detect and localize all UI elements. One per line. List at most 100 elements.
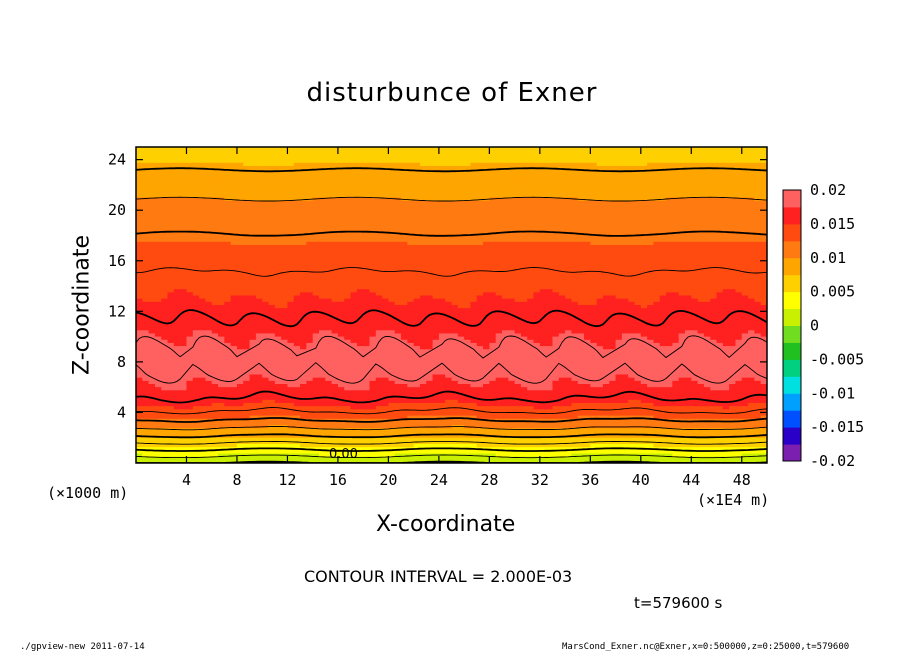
heatmap-cell: [584, 254, 591, 259]
heatmap-cell: [489, 286, 497, 290]
heatmap-cell: [388, 273, 396, 278]
heatmap-cell: [533, 273, 541, 278]
heatmap-cell: [300, 254, 307, 259]
heatmap-cell: [318, 203, 326, 208]
heatmap-cell: [186, 153, 194, 158]
heatmap-cell: [375, 188, 383, 192]
heatmap-cell: [722, 197, 730, 202]
heatmap-cell: [161, 188, 169, 192]
heatmap-cell: [394, 191, 402, 195]
heatmap-cell: [470, 251, 478, 256]
heatmap-cell: [148, 292, 156, 297]
heatmap-cell: [224, 172, 232, 177]
heatmap-cell: [722, 203, 730, 208]
heatmap-cell: [691, 184, 699, 189]
heatmap-cell: [602, 150, 610, 154]
heatmap-cell: [495, 153, 503, 158]
heatmap-cell: [527, 267, 535, 271]
heatmap-cell: [154, 219, 162, 224]
heatmap-cell: [476, 282, 484, 287]
heatmap-cell: [501, 248, 509, 252]
heatmap-cell: [451, 181, 459, 186]
heatmap-cell: [602, 254, 610, 259]
heatmap-cell: [634, 279, 642, 284]
heatmap-cell: [167, 286, 175, 290]
heatmap-cell: [369, 267, 377, 271]
heatmap-cell: [331, 260, 339, 265]
heatmap-cell: [350, 273, 358, 278]
heatmap-cell: [501, 172, 509, 177]
heatmap-cell: [363, 191, 371, 195]
heatmap-cell: [205, 197, 213, 202]
heatmap-cell: [741, 248, 749, 252]
heatmap-cell: [186, 169, 194, 173]
heatmap-cell: [659, 270, 667, 274]
heatmap-cell: [388, 244, 396, 249]
heatmap-cell: [224, 222, 232, 227]
heatmap-cell: [249, 270, 257, 274]
heatmap-cell: [312, 295, 320, 300]
heatmap-cell: [363, 210, 371, 214]
heatmap-cell: [596, 238, 604, 243]
heatmap-cell: [666, 150, 673, 154]
heatmap-cell: [236, 289, 244, 293]
heatmap-cell: [356, 175, 364, 180]
heatmap-cell: [318, 207, 326, 211]
heatmap-cell: [760, 257, 767, 262]
heatmap-cell: [464, 244, 472, 249]
heatmap-cell: [205, 178, 213, 183]
heatmap-cell: [501, 147, 509, 151]
heatmap-cell: [716, 248, 724, 252]
heatmap-cell: [375, 159, 383, 164]
heatmap-cell: [375, 232, 383, 237]
heatmap-cell: [672, 226, 680, 230]
heatmap-cell: [318, 210, 326, 214]
heatmap-cell: [344, 289, 352, 293]
heatmap-cell: [243, 251, 251, 256]
heatmap-cell: [167, 181, 175, 186]
heatmap-cell: [426, 282, 434, 287]
heatmap-cell: [199, 169, 207, 173]
heatmap-cell: [596, 289, 604, 293]
heatmap-cell: [697, 188, 705, 192]
heatmap-cell: [615, 197, 623, 202]
heatmap-cell: [262, 289, 270, 293]
heatmap-cell: [520, 184, 528, 189]
heatmap-cell: [413, 172, 421, 177]
heatmap-cell: [760, 181, 767, 186]
heatmap-cell: [514, 241, 522, 246]
heatmap-cell: [628, 150, 636, 154]
heatmap-cell: [609, 232, 617, 237]
heatmap-cell: [571, 188, 579, 192]
heatmap-cell: [653, 279, 661, 284]
heatmap-cell: [388, 181, 396, 186]
heatmap-cell: [684, 226, 692, 230]
heatmap-cell: [426, 207, 434, 211]
heatmap-cell: [262, 175, 270, 180]
heatmap-cell: [760, 216, 767, 221]
heatmap-cell: [401, 219, 408, 224]
heatmap-cell: [438, 200, 446, 205]
heatmap-cell: [243, 147, 251, 151]
heatmap-cell: [464, 260, 472, 265]
heatmap-cell: [249, 159, 257, 164]
heatmap-cell: [539, 254, 547, 259]
heatmap-cell: [577, 165, 585, 170]
heatmap-cell: [136, 248, 143, 252]
heatmap-cell: [318, 216, 326, 221]
heatmap-cell: [401, 216, 408, 221]
heatmap-cell: [293, 213, 301, 218]
heatmap-cell: [388, 188, 396, 192]
heatmap-cell: [546, 251, 554, 256]
heatmap-cell: [565, 301, 572, 306]
heatmap-cell: [426, 178, 434, 183]
heatmap-cell: [268, 244, 276, 249]
heatmap-cell: [205, 254, 213, 259]
heatmap-cell: [735, 178, 743, 183]
heatmap-cell: [602, 273, 610, 278]
heatmap-cell: [634, 229, 642, 233]
heatmap-cell: [602, 216, 610, 221]
heatmap-cell: [369, 147, 377, 151]
heatmap-cell: [527, 210, 535, 214]
heatmap-cell: [735, 181, 743, 186]
